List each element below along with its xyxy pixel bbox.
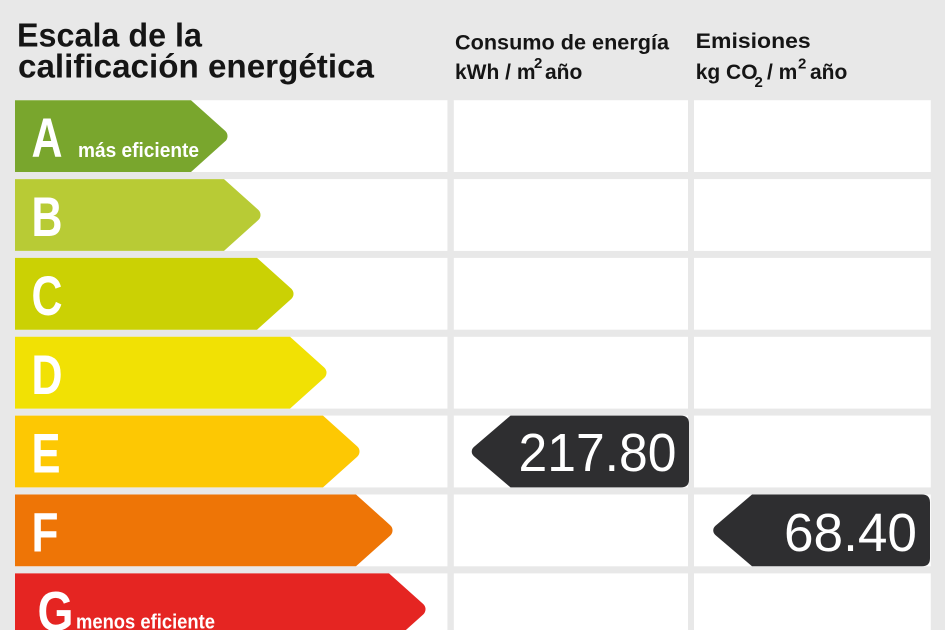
svg-text:Escala de la: Escala de la <box>17 16 203 53</box>
svg-text:A: A <box>32 106 63 169</box>
svg-text:2: 2 <box>534 55 542 72</box>
svg-text:Consumo de energía: Consumo de energía <box>455 31 669 54</box>
svg-text:C: C <box>32 264 63 327</box>
svg-text:217.80: 217.80 <box>519 423 677 483</box>
svg-text:más eficiente: más eficiente <box>78 140 199 162</box>
svg-text:menos eficiente: menos eficiente <box>76 612 215 630</box>
svg-text:Emisiones: Emisiones <box>696 30 811 53</box>
svg-text:/ m: / m <box>767 61 797 84</box>
svg-text:2: 2 <box>755 74 763 91</box>
svg-text:E: E <box>32 422 61 485</box>
svg-text:G: G <box>38 579 74 630</box>
svg-text:B: B <box>32 185 63 248</box>
svg-text:68.40: 68.40 <box>784 503 917 563</box>
svg-text:año: año <box>810 61 847 84</box>
svg-text:F: F <box>32 501 59 564</box>
svg-text:calificación energética: calificación energética <box>18 47 375 84</box>
svg-text:kg CO: kg CO <box>696 61 758 84</box>
svg-text:D: D <box>32 343 63 406</box>
svg-text:kWh / m: kWh / m <box>455 61 536 84</box>
svg-text:año: año <box>545 61 582 84</box>
svg-text:2: 2 <box>798 56 806 73</box>
